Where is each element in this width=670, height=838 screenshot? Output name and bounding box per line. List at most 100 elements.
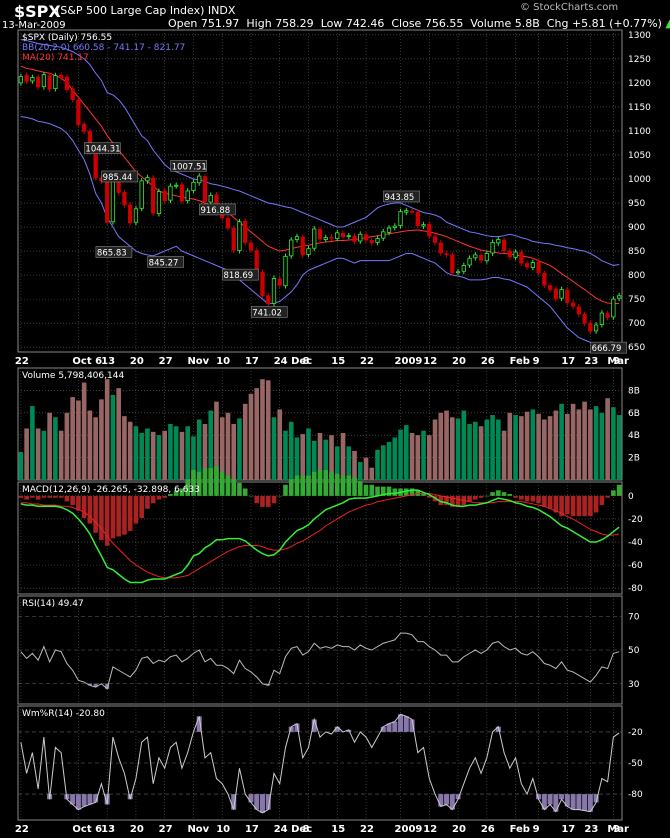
volume-bar [467, 424, 472, 480]
williams-overbought-fill [288, 726, 294, 732]
candle-body [490, 242, 495, 254]
macd-histogram-bar [496, 490, 501, 496]
macd-histogram-bar [519, 495, 524, 500]
williams-oversold-fill [449, 794, 455, 810]
volume-bar [357, 462, 363, 480]
volume-bar [593, 406, 599, 480]
volume-bar [478, 426, 484, 480]
williams-overbought-fill [380, 726, 386, 732]
annotation-box [101, 170, 138, 183]
candle-body [404, 210, 409, 213]
legend-entry: Wm%R(14) -20.80 [22, 709, 105, 719]
volume-bar [352, 450, 357, 480]
y-tick-label: 650 [628, 343, 645, 353]
y-tick-label: 6B [628, 409, 640, 419]
macd-histogram-bar [369, 484, 375, 496]
williams-oversold-fill [93, 794, 99, 803]
candle-body [283, 255, 288, 287]
candle-body [179, 184, 185, 202]
macd-histogram-bar [300, 475, 306, 496]
macd-histogram-bar [179, 488, 185, 496]
x-tick-label: 23 [584, 824, 598, 835]
volume-bar [438, 412, 444, 480]
volume-bar [513, 415, 518, 480]
annotation-box [170, 160, 207, 172]
williams-overbought-fill [403, 716, 409, 732]
x-tick-label: 20 [130, 824, 144, 835]
volume-bar [455, 418, 461, 480]
macd-signal-line [20, 493, 620, 579]
volume-bar [346, 446, 352, 480]
candle-body [197, 175, 202, 184]
candle-body [484, 253, 489, 262]
macd-histogram-bar [76, 495, 81, 511]
x-tick-label: 10 [216, 356, 230, 367]
annotation-label: 741.02 [252, 308, 282, 318]
williams-oversold-fill [455, 794, 461, 800]
candle-body [392, 225, 397, 228]
macd-histogram-bar [260, 495, 265, 507]
macd-histogram-bar [565, 495, 570, 515]
williams-line [20, 713, 620, 814]
x-tick-label: Mar [607, 356, 629, 367]
candle-body [530, 262, 535, 268]
volume-bar [570, 403, 576, 480]
candle-body [128, 204, 133, 224]
y-tick-label: 1250 [628, 55, 651, 65]
volume-bar [288, 421, 294, 480]
up-arrow-icon: ▲ [665, 17, 670, 30]
williams-oversold-fill [541, 794, 547, 810]
volume-panel: 2B 4B 6B 8B Volume 5,798,406,144 [17, 367, 640, 481]
volume-bar [398, 429, 403, 480]
volume-bar [208, 410, 214, 480]
rsi-line [20, 632, 620, 690]
williams-overbought-fill [386, 723, 392, 732]
macd-histogram-bar [81, 495, 87, 519]
volume-bar [334, 446, 340, 480]
williams-oversold-fill [127, 794, 133, 800]
macd-histogram-bar [162, 495, 167, 498]
y-tick-label: 750 [628, 295, 645, 305]
macd-histogram-bar [242, 488, 248, 496]
volume-bar [524, 411, 530, 480]
volume-bar [110, 394, 116, 480]
y-tick-label: -40 [628, 538, 643, 548]
volume-bar [173, 426, 179, 480]
candle-body [105, 180, 110, 223]
candle-body [473, 254, 478, 259]
macd-histogram-bar [421, 494, 426, 496]
volume-bar [202, 424, 208, 480]
volume-bar [168, 424, 173, 480]
candle-body [139, 180, 144, 209]
bb-upper-line [20, 39, 620, 267]
williams-oversold-fill [547, 794, 553, 805]
macd-histogram-bar [576, 495, 582, 517]
volume-bar [519, 416, 524, 480]
macd-histogram-bar [386, 486, 392, 496]
macd-histogram-bar [484, 495, 490, 497]
x-tick-label: 17 [245, 824, 259, 835]
rsi-panel: 70 50 30 RSI(14) 49.47 [17, 595, 640, 705]
macd-histogram-bar [219, 471, 225, 496]
volume-bar [588, 409, 593, 480]
volume-bar [490, 415, 495, 480]
y-tick-label: 1100 [628, 127, 651, 137]
x-tick-label: 9 [533, 356, 540, 367]
candle-body [41, 74, 47, 88]
volume-bar [559, 403, 564, 480]
macd-histogram-bar [150, 495, 156, 504]
volume-bar [122, 416, 127, 480]
volume-bar [542, 419, 547, 480]
volume-bar [81, 382, 87, 480]
volume-bar [317, 432, 323, 480]
candle-body [524, 263, 530, 268]
volume-bar [386, 441, 392, 480]
candle-body [254, 250, 259, 273]
williams-overbought-fill [392, 721, 398, 732]
volume-bar [214, 401, 219, 480]
macd-histogram-bar [403, 488, 409, 496]
candle-body [24, 74, 29, 82]
williams-overbought-fill [398, 714, 404, 732]
ohlc-readout: Open 751.97 High 758.29 Low 742.46 Close… [168, 17, 670, 30]
